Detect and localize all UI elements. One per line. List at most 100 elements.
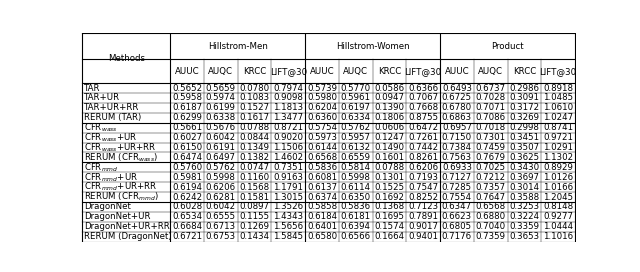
Text: 0.6555: 0.6555: [205, 212, 236, 221]
Text: 0.7067: 0.7067: [408, 94, 438, 103]
Text: 0.7668: 0.7668: [408, 103, 438, 112]
Text: 0.1806: 0.1806: [374, 113, 404, 122]
Text: 0.1527: 0.1527: [239, 103, 269, 112]
Text: 0.6568: 0.6568: [307, 153, 337, 162]
Text: 0.1160: 0.1160: [239, 173, 269, 182]
Text: 0.6684: 0.6684: [172, 222, 202, 231]
Text: 1.5845: 1.5845: [273, 232, 303, 241]
Text: 0.6401: 0.6401: [307, 222, 337, 231]
Text: 0.7384: 0.7384: [442, 143, 472, 152]
Text: LIFT@30: LIFT@30: [269, 67, 307, 76]
Text: 0.6566: 0.6566: [340, 232, 371, 241]
Text: Hillstrom-Men: Hillstrom-Men: [208, 42, 268, 51]
Text: CFR$_{\mathit{wass}}$: CFR$_{\mathit{wass}}$: [84, 122, 118, 134]
Text: 0.5836: 0.5836: [307, 163, 337, 172]
Text: 0.6580: 0.6580: [307, 232, 337, 241]
Text: 0.1434: 0.1434: [239, 232, 269, 241]
Text: 0.5661: 0.5661: [172, 123, 202, 132]
Text: 0.6132: 0.6132: [340, 143, 371, 152]
Text: 0.6334: 0.6334: [340, 113, 371, 122]
Text: 1.0247: 1.0247: [543, 113, 573, 122]
Text: 1.0610: 1.0610: [543, 103, 573, 112]
Text: 0.6144: 0.6144: [307, 143, 337, 152]
Text: 0.3091: 0.3091: [509, 94, 540, 103]
Text: 0.7071: 0.7071: [476, 103, 506, 112]
Text: 0.1617: 0.1617: [239, 113, 269, 122]
Text: 0.7442: 0.7442: [408, 143, 438, 152]
Text: 0.7891: 0.7891: [408, 212, 438, 221]
Text: 1.1813: 1.1813: [273, 103, 303, 112]
Text: LIFT@30: LIFT@30: [540, 67, 577, 76]
Text: 0.5760: 0.5760: [172, 163, 202, 172]
Text: 0.6366: 0.6366: [408, 84, 438, 92]
Text: 1.1791: 1.1791: [273, 183, 303, 192]
Text: 0.1490: 0.1490: [374, 143, 404, 152]
Text: 0.6394: 0.6394: [340, 222, 371, 231]
Text: 0.6184: 0.6184: [307, 212, 337, 221]
Text: 0.7285: 0.7285: [442, 183, 472, 192]
Text: TAR+UR+RR: TAR+UR+RR: [84, 103, 140, 112]
Text: RERUM (CFR$_{\mathit{mmd}}$): RERUM (CFR$_{\mathit{mmd}}$): [84, 191, 159, 203]
Text: 0.7647: 0.7647: [476, 193, 506, 202]
Text: 1.0126: 1.0126: [543, 173, 573, 182]
Text: 0.9163: 0.9163: [273, 173, 303, 182]
Text: 0.6497: 0.6497: [205, 153, 236, 162]
Text: 1.3477: 1.3477: [273, 113, 303, 122]
Text: 0.7212: 0.7212: [476, 173, 506, 182]
Text: 0.8261: 0.8261: [408, 153, 438, 162]
Text: 0.6242: 0.6242: [172, 193, 202, 202]
Text: 0.1349: 0.1349: [239, 143, 269, 152]
Text: 0.1525: 0.1525: [374, 183, 404, 192]
Text: Hillstrom-Women: Hillstrom-Women: [336, 42, 410, 51]
Text: 0.6199: 0.6199: [206, 103, 236, 112]
Text: 0.1692: 0.1692: [374, 193, 404, 202]
Text: 0.6338: 0.6338: [205, 113, 236, 122]
Text: AUQC: AUQC: [208, 67, 233, 76]
Text: 0.3451: 0.3451: [509, 133, 540, 142]
Text: AUUC: AUUC: [445, 67, 469, 76]
Text: 0.5762: 0.5762: [340, 123, 371, 132]
Text: 0.1581: 0.1581: [239, 193, 269, 202]
Text: 0.7261: 0.7261: [408, 133, 438, 142]
Text: 0.6204: 0.6204: [307, 103, 337, 112]
Text: 0.5957: 0.5957: [340, 133, 371, 142]
Text: RERUM (DragonNet): RERUM (DragonNet): [84, 232, 172, 241]
Text: AUQC: AUQC: [478, 67, 503, 76]
Text: 0.6880: 0.6880: [476, 212, 506, 221]
Text: 1.0444: 1.0444: [543, 222, 573, 231]
Text: 0.8741: 0.8741: [543, 123, 573, 132]
Text: CFR$_{\mathit{mmd}}$+UR+RR: CFR$_{\mathit{mmd}}$+UR+RR: [84, 181, 157, 193]
Text: 0.9017: 0.9017: [408, 222, 438, 231]
Text: 0.3359: 0.3359: [509, 222, 540, 231]
Text: Product: Product: [492, 42, 524, 51]
Text: 0.6206: 0.6206: [205, 183, 236, 192]
Text: 0.1269: 0.1269: [239, 222, 269, 231]
Text: 0.7040: 0.7040: [476, 222, 506, 231]
Text: 0.0788: 0.0788: [239, 123, 269, 132]
Text: 1.4343: 1.4343: [273, 212, 303, 221]
Text: KRCC: KRCC: [513, 67, 536, 76]
Text: 1.3526: 1.3526: [273, 202, 303, 212]
Text: 0.9277: 0.9277: [543, 212, 573, 221]
Text: 0.3172: 0.3172: [509, 103, 540, 112]
Text: 0.6350: 0.6350: [340, 193, 371, 202]
Text: TAR: TAR: [84, 84, 101, 92]
Text: 0.6737: 0.6737: [476, 84, 506, 92]
Text: 1.0291: 1.0291: [543, 143, 573, 152]
Text: 1.5656: 1.5656: [273, 222, 303, 231]
Text: 1.0166: 1.0166: [543, 183, 573, 192]
Text: 0.3430: 0.3430: [509, 163, 540, 172]
Text: 0.8929: 0.8929: [543, 163, 573, 172]
Text: 0.1568: 0.1568: [239, 183, 269, 192]
Text: 0.7018: 0.7018: [476, 123, 506, 132]
Text: 0.0844: 0.0844: [239, 133, 269, 142]
Text: 0.6028: 0.6028: [172, 202, 202, 212]
Text: 0.5754: 0.5754: [307, 123, 337, 132]
Text: RERUM (CFR$_{\mathit{wass}}$): RERUM (CFR$_{\mathit{wass}}$): [84, 151, 159, 164]
Text: 0.9098: 0.9098: [273, 94, 303, 103]
Text: 0.9401: 0.9401: [408, 232, 438, 241]
Text: 0.5958: 0.5958: [172, 94, 202, 103]
Text: 0.6474: 0.6474: [172, 153, 202, 162]
Text: 0.3253: 0.3253: [509, 202, 540, 212]
Text: 0.3224: 0.3224: [509, 212, 540, 221]
